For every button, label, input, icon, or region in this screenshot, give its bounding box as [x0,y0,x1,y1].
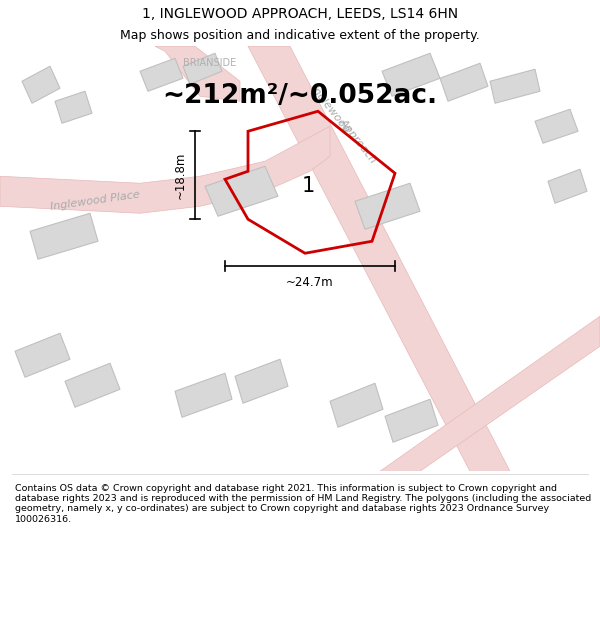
Text: 1: 1 [301,176,314,196]
Polygon shape [490,69,540,103]
Text: 1, INGLEWOOD APPROACH, LEEDS, LS14 6HN: 1, INGLEWOOD APPROACH, LEEDS, LS14 6HN [142,7,458,21]
Polygon shape [355,183,420,229]
Polygon shape [175,373,232,418]
Polygon shape [205,166,278,216]
Polygon shape [183,53,222,84]
Polygon shape [380,316,600,471]
Polygon shape [440,63,488,101]
Text: Approach: Approach [338,118,379,165]
Polygon shape [30,213,98,259]
Text: Map shows position and indicative extent of the property.: Map shows position and indicative extent… [120,29,480,42]
Text: Inglewood: Inglewood [308,84,352,135]
Polygon shape [15,333,70,378]
Polygon shape [55,91,92,123]
Polygon shape [248,46,510,471]
Polygon shape [548,169,587,203]
Polygon shape [535,109,578,143]
Text: BRIANSIDE: BRIANSIDE [184,58,236,68]
Text: Contains OS data © Crown copyright and database right 2021. This information is : Contains OS data © Crown copyright and d… [15,484,591,524]
Polygon shape [22,66,60,103]
Text: ~212m²/~0.052ac.: ~212m²/~0.052ac. [163,83,437,109]
Text: Inglewood Place: Inglewood Place [50,190,140,213]
Polygon shape [0,126,330,213]
Polygon shape [65,363,120,408]
Polygon shape [155,46,240,101]
Text: ~18.8m: ~18.8m [174,151,187,199]
Polygon shape [385,399,438,442]
Text: ~24.7m: ~24.7m [286,276,334,289]
Polygon shape [140,58,183,91]
Polygon shape [330,383,383,428]
Polygon shape [382,53,440,96]
Polygon shape [235,359,288,403]
